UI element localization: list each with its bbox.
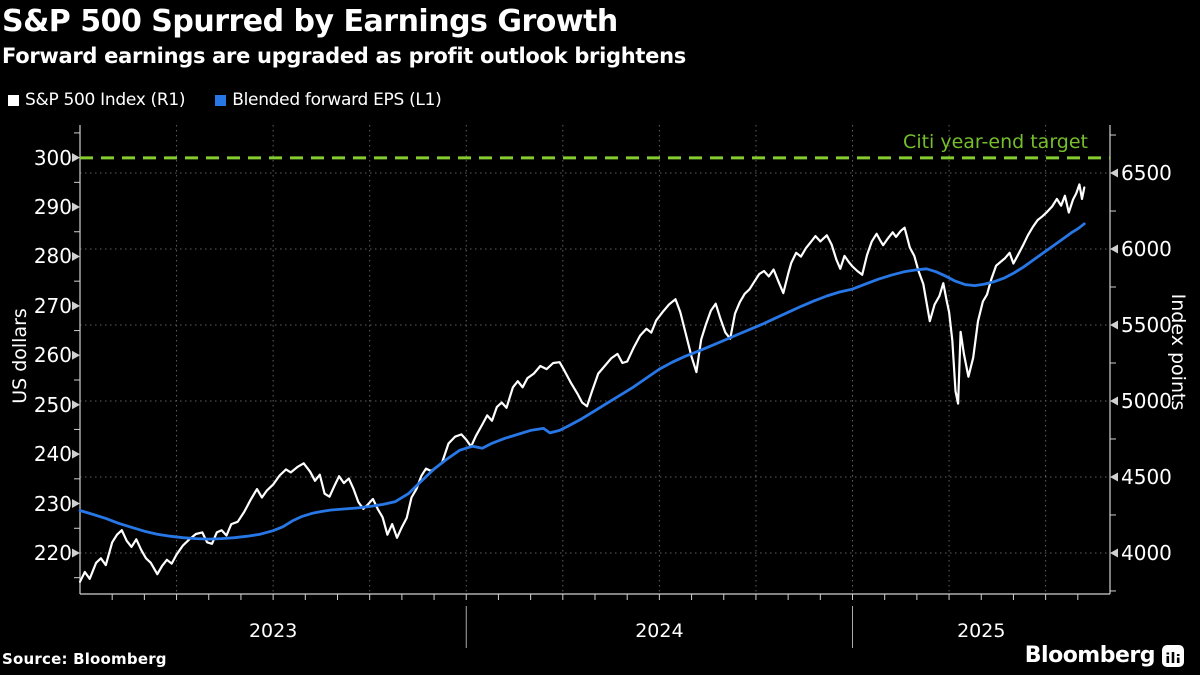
right-major-tick <box>1110 548 1118 558</box>
target-line-label: Citi year-end target <box>903 130 1088 153</box>
right-major-tick <box>1110 396 1118 406</box>
legend-item-sp500: S&P 500 Index (R1) <box>8 90 186 110</box>
x-axis-year-label: 2025 <box>957 620 1006 642</box>
right-major-tick <box>1110 244 1118 254</box>
right-axis-title: Index points <box>1167 293 1189 411</box>
left-major-tick <box>72 251 80 261</box>
left-major-tick <box>72 350 80 360</box>
chart-title: S&P 500 Spurred by Earnings Growth <box>2 4 618 39</box>
right-axis-tick-label: 5000 <box>1121 388 1172 413</box>
right-axis-tick-label: 6000 <box>1121 237 1172 261</box>
bloomberg-logo-icon <box>1162 644 1184 667</box>
left-major-tick <box>72 400 80 410</box>
left-major-tick <box>72 301 80 311</box>
right-major-tick <box>1110 168 1118 178</box>
left-axis-tick-label: 250 <box>33 392 72 417</box>
left-axis-title: US dollars <box>9 308 31 404</box>
left-axis-tick-label: 240 <box>33 442 72 467</box>
left-major-tick <box>72 202 80 212</box>
sp500-line <box>78 183 1086 583</box>
left-axis-tick-label: 270 <box>33 293 72 318</box>
right-axis-tick-label: 4500 <box>1121 464 1172 489</box>
x-axis-year-label: 2023 <box>248 620 298 642</box>
sp500-swatch-icon <box>8 94 19 106</box>
bloomberg-logo: Bloomberg <box>1025 643 1184 668</box>
chart-legend: S&P 500 Index (R1) Blended forward EPS (… <box>8 90 442 110</box>
left-major-tick <box>72 548 80 558</box>
left-axis-tick-label: 260 <box>33 343 72 368</box>
right-major-tick <box>1110 320 1118 330</box>
left-axis-tick-label: 220 <box>33 540 72 565</box>
right-axis-tick-label: 6500 <box>1121 161 1172 186</box>
left-axis-tick-label: 300 <box>33 145 72 170</box>
left-major-tick <box>72 153 80 163</box>
left-axis-tick-label: 290 <box>33 195 72 220</box>
source-text: Source: Bloomberg <box>2 650 167 668</box>
chart-subtitle: Forward earnings are upgraded as profit … <box>2 44 686 68</box>
legend-label-eps: Blended forward EPS (L1) <box>232 90 442 110</box>
legend-item-eps: Blended forward EPS (L1) <box>215 90 442 110</box>
right-major-tick <box>1110 472 1118 482</box>
left-axis-tick-label: 280 <box>33 244 72 269</box>
eps-line <box>78 222 1086 541</box>
right-axis-tick-label: 5500 <box>1121 313 1172 337</box>
right-axis-tick-label: 4000 <box>1121 540 1172 565</box>
left-axis-tick-label: 230 <box>33 491 72 516</box>
bloomberg-wordmark: Bloomberg <box>1024 643 1156 668</box>
x-axis-year-label: 2024 <box>635 620 684 642</box>
eps-swatch-icon <box>215 94 227 106</box>
left-major-tick <box>72 499 80 509</box>
legend-label-sp500: S&P 500 Index (R1) <box>25 90 186 110</box>
left-major-tick <box>72 449 80 459</box>
